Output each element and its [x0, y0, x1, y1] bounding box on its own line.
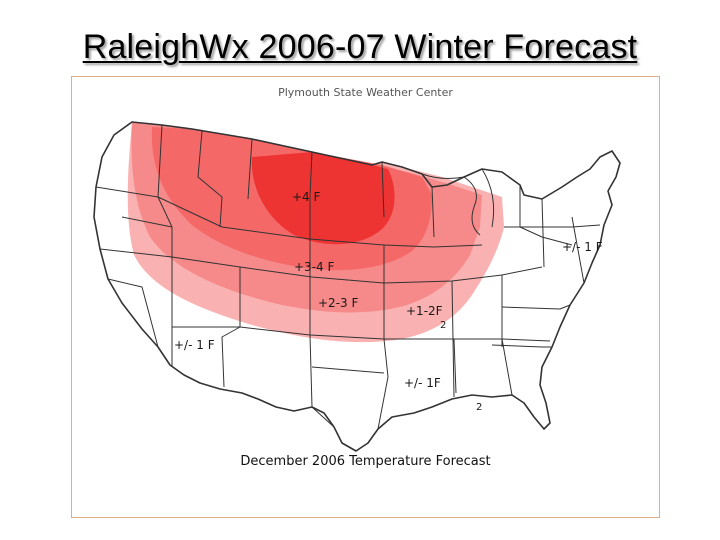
- zone-label-south-neutral: +/- 1F: [404, 376, 441, 390]
- stray-mark: 2: [440, 320, 447, 331]
- zone-label-plus-4: +4 F: [292, 190, 321, 204]
- us-map: [93, 121, 621, 452]
- zone-label-plus-3-4: +3-4 F: [294, 260, 335, 274]
- zone-label-east-neutral: +/- 1 F: [562, 240, 603, 254]
- stray-mark: 2: [476, 402, 483, 413]
- zone-label-plus-2-3: +2-3 F: [318, 296, 359, 310]
- zone-label-west-neutral: +/- 1 F: [174, 338, 215, 352]
- slide-title: RaleighWx 2006-07 Winter Forecast: [82, 28, 638, 66]
- zone-plus-4-area: [251, 152, 395, 245]
- forecast-map: Plymouth State Weather Center +4 F +3-4 …: [71, 76, 660, 518]
- map-credit: Plymouth State Weather Center: [278, 86, 453, 99]
- zone-label-plus-1-2: +1-2F: [406, 304, 443, 318]
- map-caption: December 2006 Temperature Forecast: [240, 454, 491, 469]
- state-boundaries: [95, 124, 601, 430]
- us-outline: [93, 121, 621, 452]
